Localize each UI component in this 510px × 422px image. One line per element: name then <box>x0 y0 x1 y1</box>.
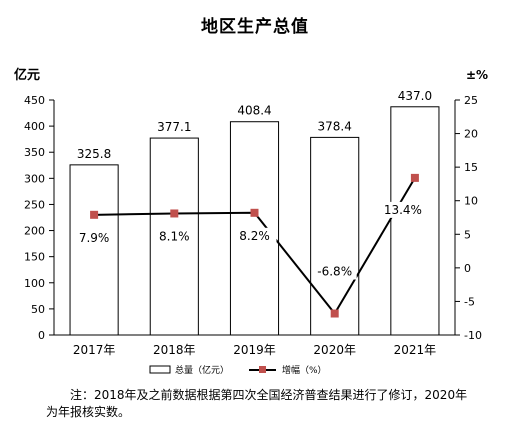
left-tick-label: 100 <box>24 277 45 290</box>
right-tick-label: 10 <box>464 195 478 208</box>
bar-value-label: 378.4 <box>318 119 352 133</box>
right-axis-unit: ±% <box>466 68 488 82</box>
legend-bar-swatch <box>149 365 171 374</box>
x-tick-label: 2019年 <box>233 343 276 357</box>
x-tick-label: 2017年 <box>73 343 116 357</box>
left-tick-label: 350 <box>24 146 45 159</box>
growth-marker <box>330 309 339 318</box>
x-axis-labels: 2017年 2018年 2019年 2020年 2021年 <box>73 343 436 357</box>
left-tick-label: 400 <box>24 120 45 133</box>
right-tick-label: 0 <box>464 262 471 275</box>
bar-value-label: 325.8 <box>77 147 111 161</box>
legend-bar-label: 总量（亿元） <box>175 364 229 376</box>
legend-line-label: 增幅（%） <box>282 364 327 376</box>
chart-title: 地区生产总值 <box>201 17 309 37</box>
bar-value-label: 437.0 <box>398 89 432 103</box>
bar-value-label: 408.4 <box>237 104 271 118</box>
bar <box>310 136 360 336</box>
right-tick-label: -10 <box>464 329 482 342</box>
right-tick-label: -5 <box>464 295 475 308</box>
growth-value-label: 8.2% <box>239 229 270 243</box>
right-axis-ticks: -10 -5 0 5 10 15 20 25 <box>455 94 482 342</box>
right-tick-label: 15 <box>464 161 478 174</box>
legend-line-marker <box>259 366 266 373</box>
left-tick-label: 50 <box>31 303 45 316</box>
bar <box>390 106 440 336</box>
x-tick-label: 2020年 <box>313 343 356 357</box>
left-tick-label: 0 <box>38 329 45 342</box>
x-tick-label: 2018年 <box>153 343 196 357</box>
left-tick-label: 300 <box>24 172 45 185</box>
bar-value-label: 377.1 <box>157 120 191 134</box>
growth-label-bg <box>72 229 117 246</box>
right-tick-label: 25 <box>464 94 478 107</box>
growth-label-bg <box>312 263 357 280</box>
growth-label-bg <box>380 201 425 218</box>
left-tick-label: 250 <box>24 198 45 211</box>
growth-marker <box>90 210 99 219</box>
footnote-line-2: 为年报核实数。 <box>46 405 131 419</box>
right-tick-label: 20 <box>464 128 478 141</box>
growth-label-bg <box>152 228 197 245</box>
bar <box>69 164 119 336</box>
growth-value-label: 8.1% <box>159 229 190 243</box>
left-axis-unit: 亿元 <box>14 67 40 83</box>
growth-value-labels: 7.9% 8.1% 8.2% -6.8% 13.4% <box>72 201 425 280</box>
growth-line-series <box>90 173 419 318</box>
growth-marker <box>250 208 259 217</box>
growth-marker <box>410 173 419 182</box>
left-tick-label: 150 <box>24 251 45 264</box>
bar-series <box>69 106 440 336</box>
right-tick-label: 5 <box>464 228 471 241</box>
left-tick-label: 450 <box>24 94 45 107</box>
growth-value-label: -6.8% <box>317 265 352 279</box>
growth-value-label: 7.9% <box>79 231 110 245</box>
growth-marker <box>170 209 179 218</box>
bar-value-labels: 325.8 377.1 408.4 378.4 437.0 <box>77 89 432 161</box>
legend: 总量（亿元） 增幅（%） <box>149 364 327 376</box>
footnote-line-1: 注：2018年及之前数据根据第四次全国经济普查结果进行了修订，2020年 <box>70 388 468 402</box>
growth-label-bg <box>232 227 277 244</box>
growth-value-label: 13.4% <box>384 203 422 217</box>
left-axis-ticks: 0 50 100 150 200 250 300 350 400 450 <box>24 94 54 342</box>
x-tick-label: 2021年 <box>394 343 437 357</box>
left-tick-label: 200 <box>24 225 45 238</box>
